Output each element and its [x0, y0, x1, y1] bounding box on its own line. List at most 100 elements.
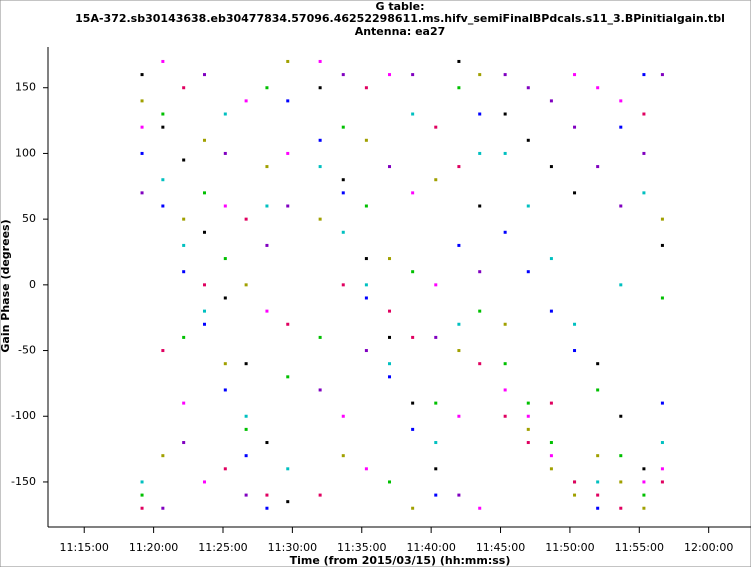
point — [202, 230, 206, 234]
point — [388, 165, 392, 169]
point — [202, 309, 206, 313]
point — [573, 493, 577, 497]
point — [244, 493, 248, 497]
point — [642, 506, 646, 510]
point — [202, 73, 206, 77]
point — [411, 191, 415, 195]
point — [434, 401, 438, 405]
point — [223, 204, 227, 208]
point — [223, 151, 227, 155]
point — [265, 309, 269, 313]
point — [202, 138, 206, 142]
point — [457, 243, 461, 247]
point — [244, 283, 248, 287]
point — [526, 427, 530, 431]
point — [223, 362, 227, 366]
point — [642, 112, 646, 116]
point — [341, 191, 345, 195]
point — [526, 86, 530, 90]
point — [411, 112, 415, 116]
point — [318, 138, 322, 142]
point — [526, 270, 530, 274]
point — [182, 243, 186, 247]
point — [161, 59, 165, 63]
point — [411, 335, 415, 339]
y-axis-label: Gain Phase (degrees) — [0, 219, 12, 352]
point — [596, 480, 600, 484]
point — [286, 151, 290, 155]
point — [457, 322, 461, 326]
point — [596, 362, 600, 366]
point — [503, 151, 507, 155]
point — [457, 493, 461, 497]
point — [364, 86, 368, 90]
point — [478, 73, 482, 77]
point — [341, 414, 345, 418]
point — [549, 401, 553, 405]
point — [244, 427, 248, 431]
point — [244, 99, 248, 103]
point — [364, 349, 368, 353]
point — [660, 73, 664, 77]
point — [573, 322, 577, 326]
point — [619, 125, 623, 129]
point — [596, 506, 600, 510]
chart-subtitle: 15A-372.sb30143638.eb30477834.57096.4625… — [75, 12, 725, 25]
antenna-label: Antenna: ea27 — [355, 25, 446, 38]
x-tick-label: 11:20:00 — [129, 541, 178, 554]
point — [341, 178, 345, 182]
point — [161, 204, 165, 208]
point — [341, 230, 345, 234]
point — [573, 191, 577, 195]
point — [182, 86, 186, 90]
point — [223, 257, 227, 261]
point — [549, 454, 553, 458]
point — [596, 165, 600, 169]
point — [642, 480, 646, 484]
point — [223, 467, 227, 471]
point — [549, 441, 553, 445]
point — [503, 414, 507, 418]
point — [286, 99, 290, 103]
point — [286, 59, 290, 63]
point — [364, 467, 368, 471]
point — [660, 296, 664, 300]
point — [318, 493, 322, 497]
point — [526, 204, 530, 208]
point — [388, 73, 392, 77]
point — [388, 362, 392, 366]
point — [364, 138, 368, 142]
x-tick-label: 11:15:00 — [60, 541, 109, 554]
point — [573, 125, 577, 129]
point — [596, 493, 600, 497]
point — [642, 493, 646, 497]
point — [478, 506, 482, 510]
point — [318, 86, 322, 90]
x-tick-label: 12:00:00 — [684, 541, 733, 554]
point — [388, 375, 392, 379]
point — [286, 467, 290, 471]
point — [223, 296, 227, 300]
point — [265, 243, 269, 247]
point — [140, 73, 144, 77]
x-tick-label: 11:45:00 — [476, 541, 525, 554]
point — [411, 270, 415, 274]
point — [660, 243, 664, 247]
point — [140, 480, 144, 484]
point — [478, 151, 482, 155]
point — [573, 349, 577, 353]
point — [619, 506, 623, 510]
point — [411, 427, 415, 431]
point — [457, 86, 461, 90]
x-tick-label: 11:35:00 — [337, 541, 386, 554]
x-tick-label: 11:30:00 — [268, 541, 317, 554]
y-tick-label: 150 — [15, 81, 36, 94]
point — [202, 283, 206, 287]
point — [364, 257, 368, 261]
point — [619, 204, 623, 208]
x-axis-label: Time (from 2015/03/15) (hh:mm:ss) — [290, 554, 511, 567]
point — [434, 125, 438, 129]
point — [140, 191, 144, 195]
point — [182, 441, 186, 445]
